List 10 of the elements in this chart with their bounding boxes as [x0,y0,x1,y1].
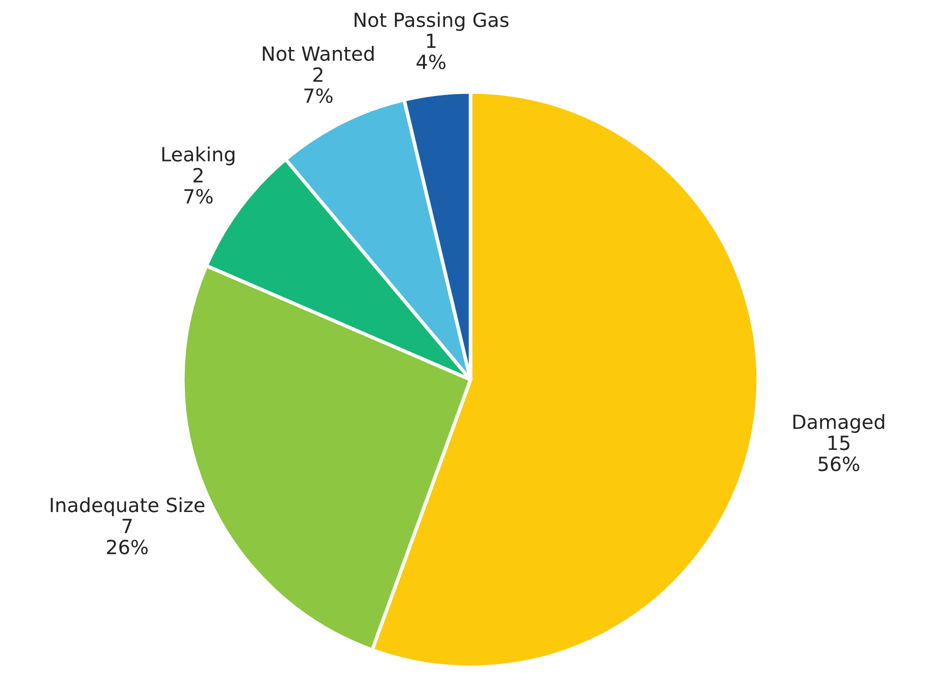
slice-label: Damaged [793,414,884,433]
slice-label: Leaking [162,146,234,166]
data-label: 2 7% [304,67,333,104]
data-label: 1 4% [416,34,446,70]
slice-label: Inadequate Size [50,497,204,516]
data-label: 2 7% [184,168,213,204]
slice-label: Not Passing Gas [354,12,508,31]
slice-label: Not Wanted [262,46,374,61]
data-label: 7 26% [107,518,148,554]
data-label: 15 56% [818,436,860,472]
